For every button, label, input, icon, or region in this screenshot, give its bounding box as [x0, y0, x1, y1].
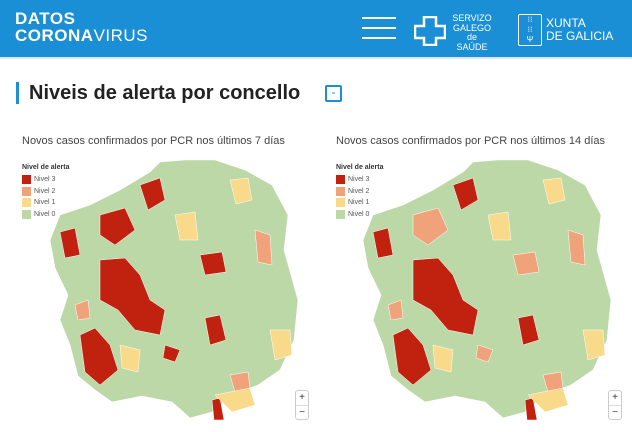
legend-7d: Nivel de alerta Nivel 3 Nivel 2 Nivel 1 …: [22, 164, 69, 220]
map-7d-subtitle: Novos casos confirmados por PCR nos últi…: [22, 135, 285, 147]
zoom-in-button[interactable]: +: [299, 392, 305, 403]
legend-title: Nivel de alerta: [336, 164, 384, 171]
sgs-logo[interactable]: SERVIZO GALEGO de SAÚDE: [414, 13, 494, 51]
concello-region: [204, 314, 227, 346]
concello-region: [387, 299, 404, 321]
concello-region: [487, 211, 512, 241]
logo-datos[interactable]: DATOS: [15, 9, 76, 28]
concello-region: [74, 299, 91, 321]
logo-corona: CORONA: [15, 26, 94, 45]
concello-region: [512, 251, 540, 276]
legend-title: Nivel de alerta: [22, 164, 70, 171]
choropleth-maps[interactable]: [0, 150, 632, 432]
map-14d-subtitle: Novos casos confirmados por PCR nos últi…: [336, 135, 606, 147]
concello-region: [99, 207, 136, 246]
legend-item: Nivel 3: [336, 174, 383, 186]
concello-region: [211, 397, 225, 421]
concello-region: [452, 177, 479, 211]
concello-region: [199, 251, 227, 276]
concello-region: [412, 207, 449, 246]
cross-icon: [414, 16, 446, 46]
concello-region: [79, 327, 119, 386]
concello-region: [254, 229, 273, 266]
logo-virus: VIRUS: [93, 26, 149, 45]
concello-region: [372, 227, 394, 259]
concello-region: [527, 387, 569, 413]
concello-region: [392, 327, 432, 386]
legend-item: Nivel 3: [22, 174, 69, 186]
legend-item: Nivel 0: [22, 209, 69, 221]
map-7-days: [49, 159, 299, 421]
concello-region: [582, 329, 606, 361]
concello-region: [139, 177, 166, 211]
concello-region: [517, 314, 540, 346]
zoom-control-14d: + −: [608, 390, 622, 420]
legend-item: Nivel 2: [22, 186, 69, 198]
zoom-control-7d: + −: [295, 390, 309, 420]
collapse-button[interactable]: -: [325, 85, 342, 102]
concello-region: [99, 257, 166, 336]
zoom-in-button[interactable]: +: [612, 392, 618, 403]
concello-region: [162, 344, 181, 363]
legend-item: Nivel 2: [336, 186, 383, 198]
legend-14d: Nivel de alerta Nivel 3 Nivel 2 Nivel 1 …: [336, 164, 383, 220]
hamburger-icon[interactable]: [362, 17, 396, 39]
legend-item: Nivel 1: [22, 197, 69, 209]
top-header: DATOS CORONAVIRUS SERVIZO GALEGO de SAÚD…: [0, 0, 632, 59]
concello-region: [269, 329, 293, 361]
map-14-days: [362, 159, 612, 421]
concello-region: [567, 229, 586, 266]
galicia-base: [49, 159, 299, 419]
zoom-out-button[interactable]: −: [296, 405, 308, 419]
concello-region: [119, 344, 141, 373]
crest-icon: ⁝⁝ ⁝⁝ Ψ: [518, 14, 542, 46]
concello-region: [542, 177, 566, 205]
logo-coronavirus[interactable]: CORONAVIRUS: [15, 27, 148, 44]
legend-item: Nivel 1: [336, 197, 383, 209]
concello-region: [174, 211, 199, 241]
concello-region: [475, 344, 494, 363]
zoom-out-button[interactable]: −: [609, 405, 621, 419]
concello-region: [214, 387, 256, 413]
concello-region: [229, 177, 253, 205]
legend-item: Nivel 0: [336, 209, 383, 221]
concello-region: [59, 227, 81, 259]
page-title: Niveis de alerta por concello: [16, 82, 300, 104]
sgs-text: SERVIZO GALEGO de SAÚDE: [452, 13, 492, 52]
galicia-base: [362, 159, 612, 419]
xunta-text: XUNTA DE GALICIA: [546, 16, 614, 43]
concello-region: [524, 397, 538, 421]
concello-region: [432, 344, 454, 373]
concello-region: [412, 257, 479, 336]
